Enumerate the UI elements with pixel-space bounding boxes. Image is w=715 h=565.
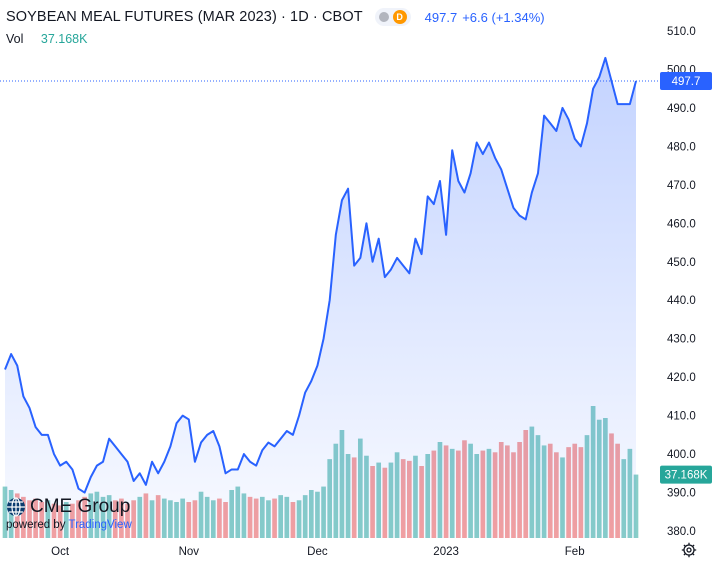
- volume-value-label-bg: [660, 465, 712, 484]
- price-tick-label: 480.0: [667, 141, 696, 153]
- volume-label: Vol: [6, 32, 24, 46]
- price-tick-label: 390.0: [667, 488, 696, 500]
- volume-value: 37.168K: [40, 32, 88, 46]
- price-change: +6.6 (+1.34%): [462, 9, 545, 25]
- cme-tradingview-logo[interactable]: CME Group powered by TradingView: [6, 496, 132, 531]
- tradingview-text: TradingView: [68, 519, 132, 531]
- cme-globe-icon: [7, 497, 25, 517]
- volume-value-label: 37.168K: [665, 470, 708, 482]
- chart-title: SOYBEAN MEAL FUTURES (MAR 2023) · 1D · C…: [6, 9, 363, 25]
- time-tick-label: 2023: [433, 546, 459, 558]
- cme-brand: CME Group: [30, 496, 131, 517]
- price-tick-label: 410.0: [667, 411, 696, 423]
- price-tick-label: 510.0: [667, 26, 696, 38]
- market-status-badge[interactable]: D: [374, 8, 411, 26]
- time-tick-label: Nov: [179, 546, 200, 558]
- time-tick-label: Feb: [565, 546, 585, 558]
- price-line: [4, 56, 637, 494]
- last-price-label-bg: [660, 72, 712, 90]
- gear-icon[interactable]: [681, 542, 697, 558]
- price-axis[interactable]: 380.0 390.0 400.0 410.0 420.0 430.0 440.0 450.0…: [667, 26, 696, 538]
- axis-value-labels: 497.7 37.168K: [660, 72, 712, 484]
- time-tick-label: Oct: [51, 546, 70, 558]
- time-axis[interactable]: Oct Nov Dec 2023 Feb: [51, 546, 584, 558]
- price-tick-label: 450.0: [667, 257, 696, 269]
- last-price: 497.7: [424, 9, 458, 25]
- price-tick-label: 430.0: [667, 334, 696, 346]
- price-tick-label: 470.0: [667, 180, 696, 192]
- price-tick-label: 490.0: [667, 103, 696, 115]
- time-tick-label: Dec: [307, 546, 328, 558]
- powered-by-text: powered by: [6, 519, 66, 531]
- status-dot-icon: [378, 12, 389, 22]
- price-tick-label: 380.0: [667, 526, 696, 538]
- chart-header: SOYBEAN MEAL FUTURES (MAR 2023) · 1D · C…: [6, 7, 545, 27]
- price-tick-label: 400.0: [667, 449, 696, 461]
- delayed-data-icon: D: [392, 10, 407, 24]
- last-price-label: 497.7: [672, 76, 701, 88]
- price-tick-label: 460.0: [667, 218, 696, 230]
- price-area-fill: [5, 57, 636, 539]
- volume-legend: Vol 37.168K: [6, 32, 87, 46]
- price-tick-label: 420.0: [667, 372, 696, 384]
- price-tick-label: 440.0: [667, 295, 696, 307]
